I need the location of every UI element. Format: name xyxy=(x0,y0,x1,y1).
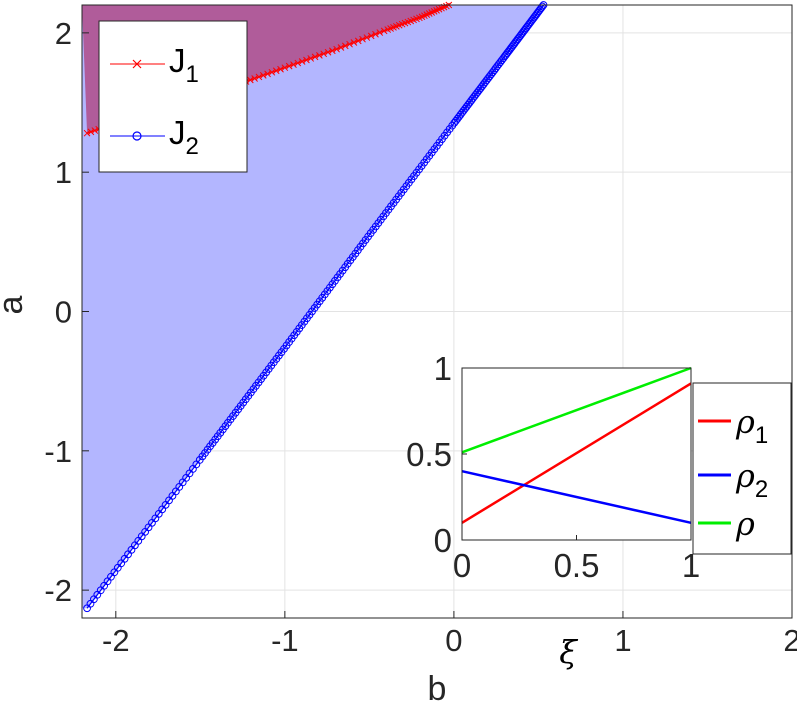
j1-point xyxy=(359,35,366,43)
x-tick-label: -2 xyxy=(102,623,130,658)
legend-entry-j2: J2 xyxy=(110,114,199,160)
inset-x-tick-label: 0.5 xyxy=(554,547,600,584)
j1-point xyxy=(372,30,379,38)
j1-point xyxy=(307,55,315,62)
legend-label-rho1: ρ1 xyxy=(735,403,768,449)
j1-point xyxy=(277,65,284,73)
j1-point xyxy=(87,128,95,136)
inset-legend-box xyxy=(692,382,792,555)
legend-entry-rho: ρ xyxy=(698,505,755,543)
j2-point xyxy=(538,2,547,11)
y-tick-label: -2 xyxy=(44,573,72,608)
main-series xyxy=(83,1,548,613)
legend-label-rho: ρ xyxy=(735,505,755,543)
y-tick-label: 2 xyxy=(55,16,72,51)
legend-label-j1: J1 xyxy=(169,42,199,88)
j1-point xyxy=(83,129,91,137)
inset-series-line-2 xyxy=(461,366,692,454)
j1-point xyxy=(255,73,263,81)
inset-x-axis-label: ξ xyxy=(559,633,578,671)
j1-point xyxy=(281,64,289,72)
inset-series-line-1 xyxy=(461,469,692,525)
j1-point xyxy=(251,75,258,82)
j1-point xyxy=(303,56,310,64)
legend-entry-j1: J1 xyxy=(110,42,199,88)
j1-point xyxy=(316,52,323,59)
j1-point xyxy=(354,37,362,45)
inset-legend: ρ1 ρ2 ρ xyxy=(692,382,792,555)
inset-y-tick-label: 0.5 xyxy=(406,436,452,473)
j1-point xyxy=(259,72,267,79)
main-tick-labels: -2 -1 0 1 2 -2 -1 0 1 2 xyxy=(44,16,797,658)
j1-point xyxy=(272,67,280,75)
x-tick-label: -1 xyxy=(271,623,299,658)
x-tick-label: 1 xyxy=(614,623,631,658)
j1-point xyxy=(328,47,336,55)
j1-point xyxy=(311,53,319,61)
main-legend: J1 J2 xyxy=(98,20,248,173)
j1-point xyxy=(350,39,358,46)
j1-point xyxy=(324,48,332,56)
j1-point xyxy=(285,62,293,70)
j1-point xyxy=(363,34,371,41)
legend-marker-j1 xyxy=(132,59,142,69)
j1-point xyxy=(246,76,254,84)
j2-markers xyxy=(83,1,548,613)
legend-label-j2: J2 xyxy=(169,114,199,160)
j1-point xyxy=(91,127,99,134)
legend-label-rho2: ρ2 xyxy=(735,457,768,503)
x-tick-label: 0 xyxy=(445,623,462,658)
inset-x-tick-label: 0 xyxy=(453,547,471,584)
j1-point xyxy=(346,40,353,48)
inset-series-line-0 xyxy=(461,382,692,524)
inset-y-tick-label: 1 xyxy=(434,350,452,387)
legend-entry-rho2: ρ2 xyxy=(698,457,768,503)
j1-point xyxy=(320,50,328,58)
inset-x-tick-label: 1 xyxy=(682,547,700,584)
j1-point xyxy=(337,44,345,51)
j1-point xyxy=(298,58,306,65)
j1-point xyxy=(290,61,297,68)
x-tick-label: 2 xyxy=(783,623,797,658)
j1-point xyxy=(380,27,388,35)
j1-point xyxy=(294,59,302,67)
y-axis-label: a xyxy=(0,295,30,314)
j1-point xyxy=(376,29,384,36)
inset-series xyxy=(461,366,692,525)
inset-tick-labels: 0 0.5 1 0 0.5 1 xyxy=(406,350,700,584)
j1-point xyxy=(264,70,271,78)
inset-y-tick-label: 0 xyxy=(434,522,452,559)
j1-point xyxy=(367,32,375,40)
j1-point xyxy=(341,42,349,50)
j1-point xyxy=(333,45,341,53)
y-tick-label: 0 xyxy=(55,295,72,330)
y-tick-label: 1 xyxy=(55,155,72,190)
main-legend-box xyxy=(98,20,248,173)
legend-entry-rho1: ρ1 xyxy=(698,403,768,449)
j1-point xyxy=(268,68,276,76)
y-tick-label: -1 xyxy=(44,434,72,469)
legend-marker-j2 xyxy=(132,131,142,141)
x-axis-label: b xyxy=(428,670,447,706)
